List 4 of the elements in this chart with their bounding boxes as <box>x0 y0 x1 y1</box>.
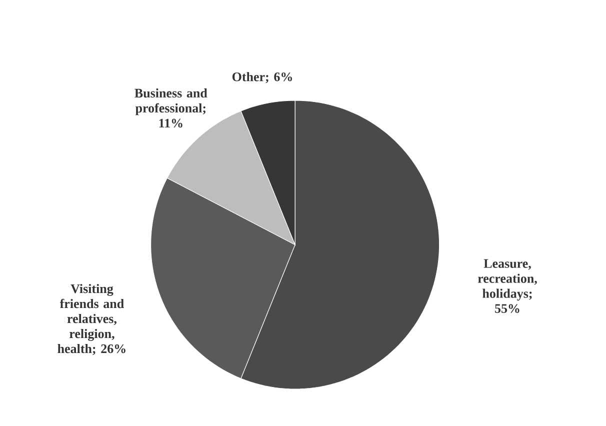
slice-label: Visiting friends and relatives, religion, health; 26% <box>58 284 126 355</box>
slice-label: Business and professional; 11% <box>134 88 208 128</box>
slice-label: Leasure, recreation, holidays; 55% <box>478 259 537 313</box>
slice-label: Other; 6% <box>232 72 292 84</box>
